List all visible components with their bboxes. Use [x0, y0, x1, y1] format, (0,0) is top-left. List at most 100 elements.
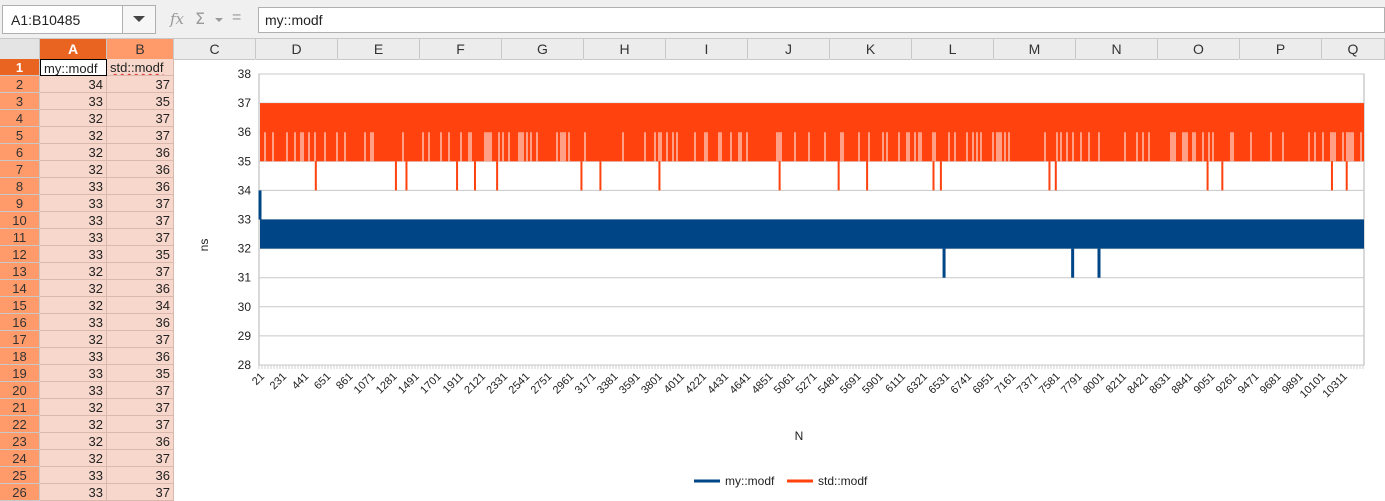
column-header-b[interactable]: B: [107, 39, 174, 59]
select-all-corner[interactable]: [0, 39, 40, 59]
row-header[interactable]: 5: [0, 127, 40, 144]
column-header-p[interactable]: P: [1240, 39, 1322, 59]
row-header[interactable]: 4: [0, 110, 40, 127]
row-header[interactable]: 3: [0, 93, 40, 110]
cell-a[interactable]: 32: [40, 127, 107, 144]
cell-a[interactable]: 32: [40, 399, 107, 416]
row-header[interactable]: 23: [0, 433, 40, 450]
name-box[interactable]: A1:B10485: [2, 5, 156, 34]
cell-b[interactable]: 37: [107, 127, 174, 144]
cell-b[interactable]: 36: [107, 314, 174, 331]
row-header[interactable]: 11: [0, 229, 40, 246]
column-header-e[interactable]: E: [338, 39, 420, 59]
column-header-n[interactable]: N: [1076, 39, 1158, 59]
cell-a[interactable]: 33: [40, 229, 107, 246]
cell-a[interactable]: 33: [40, 484, 107, 501]
cell-a[interactable]: 33: [40, 467, 107, 484]
cell-b[interactable]: 35: [107, 93, 174, 110]
cell-a[interactable]: 32: [40, 280, 107, 297]
cell-b[interactable]: 36: [107, 467, 174, 484]
cell-b[interactable]: 36: [107, 178, 174, 195]
cell-a[interactable]: 33: [40, 382, 107, 399]
cell-b[interactable]: 37: [107, 229, 174, 246]
cell-a[interactable]: 33: [40, 178, 107, 195]
column-header-i[interactable]: I: [666, 39, 748, 59]
row-header[interactable]: 21: [0, 399, 40, 416]
column-header-k[interactable]: K: [830, 39, 912, 59]
column-header-c[interactable]: C: [174, 39, 256, 59]
cell-a1[interactable]: my::modf: [40, 59, 107, 76]
row-header[interactable]: 22: [0, 416, 40, 433]
row-header[interactable]: 19: [0, 365, 40, 382]
cell-b[interactable]: 36: [107, 433, 174, 450]
cell-a[interactable]: 33: [40, 212, 107, 229]
row-header[interactable]: 8: [0, 178, 40, 195]
cell-b1[interactable]: std::modf: [107, 59, 174, 76]
formula-equals-icon[interactable]: =: [232, 9, 242, 26]
cell-a[interactable]: 33: [40, 93, 107, 110]
cell-a[interactable]: 32: [40, 450, 107, 467]
cell-a[interactable]: 32: [40, 416, 107, 433]
row-header[interactable]: 15: [0, 297, 40, 314]
sum-dropdown-icon[interactable]: [215, 18, 223, 22]
cell-a[interactable]: 32: [40, 161, 107, 178]
column-header-m[interactable]: M: [994, 39, 1076, 59]
cell-a[interactable]: 32: [40, 144, 107, 161]
column-header-g[interactable]: G: [502, 39, 584, 59]
cell-a[interactable]: 34: [40, 76, 107, 93]
cell-b[interactable]: 35: [107, 246, 174, 263]
column-header-d[interactable]: D: [256, 39, 338, 59]
cell-a[interactable]: 32: [40, 263, 107, 280]
row-header[interactable]: 18: [0, 348, 40, 365]
row-header[interactable]: 14: [0, 280, 40, 297]
cell-b[interactable]: 37: [107, 450, 174, 467]
row-header[interactable]: 24: [0, 450, 40, 467]
cell-a[interactable]: 33: [40, 195, 107, 212]
row-header[interactable]: 1: [0, 59, 40, 76]
cell-a[interactable]: 32: [40, 331, 107, 348]
row-header[interactable]: 16: [0, 314, 40, 331]
cell-b[interactable]: 36: [107, 161, 174, 178]
cell-a[interactable]: 33: [40, 365, 107, 382]
cell-b[interactable]: 37: [107, 110, 174, 127]
sum-icon[interactable]: Σ: [195, 9, 206, 28]
cell-b[interactable]: 37: [107, 195, 174, 212]
cell-b[interactable]: 37: [107, 212, 174, 229]
cell-a[interactable]: 32: [40, 433, 107, 450]
cell-b[interactable]: 37: [107, 382, 174, 399]
cell-b[interactable]: 37: [107, 416, 174, 433]
column-header-l[interactable]: L: [912, 39, 994, 59]
cell-b[interactable]: 37: [107, 263, 174, 280]
column-header-j[interactable]: J: [748, 39, 830, 59]
cell-b[interactable]: 37: [107, 76, 174, 93]
row-header[interactable]: 6: [0, 144, 40, 161]
cell-a[interactable]: 33: [40, 348, 107, 365]
row-header[interactable]: 2: [0, 76, 40, 93]
cell-a[interactable]: 32: [40, 110, 107, 127]
row-header[interactable]: 20: [0, 382, 40, 399]
column-header-o[interactable]: O: [1158, 39, 1240, 59]
cell-b[interactable]: 36: [107, 348, 174, 365]
row-header[interactable]: 10: [0, 212, 40, 229]
cell-a[interactable]: 32: [40, 297, 107, 314]
function-wizard-icon[interactable]: fx: [170, 10, 185, 28]
column-header-f[interactable]: F: [420, 39, 502, 59]
row-header[interactable]: 9: [0, 195, 40, 212]
formula-input[interactable]: my::modf: [258, 7, 1385, 33]
cell-a[interactable]: 33: [40, 314, 107, 331]
cell-b[interactable]: 37: [107, 331, 174, 348]
row-header[interactable]: 25: [0, 467, 40, 484]
name-box-dropdown-button[interactable]: [122, 6, 155, 33]
cell-b[interactable]: 34: [107, 297, 174, 314]
cell-b[interactable]: 37: [107, 484, 174, 501]
column-header-q[interactable]: Q: [1322, 39, 1385, 59]
row-header[interactable]: 17: [0, 331, 40, 348]
column-header-h[interactable]: H: [584, 39, 666, 59]
cell-b[interactable]: 37: [107, 399, 174, 416]
cell-b[interactable]: 35: [107, 365, 174, 382]
chart[interactable]: 28 29 30 31 32 33 34 35 36 37 38 21 231 441 651 861 1071…: [174, 60, 1385, 501]
row-header[interactable]: 26: [0, 484, 40, 501]
row-header[interactable]: 12: [0, 246, 40, 263]
cell-b[interactable]: 36: [107, 280, 174, 297]
row-header[interactable]: 13: [0, 263, 40, 280]
